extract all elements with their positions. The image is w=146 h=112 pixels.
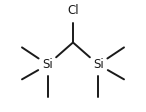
Text: Cl: Cl	[67, 4, 79, 17]
Text: Si: Si	[42, 58, 53, 71]
Text: Si: Si	[93, 58, 104, 71]
